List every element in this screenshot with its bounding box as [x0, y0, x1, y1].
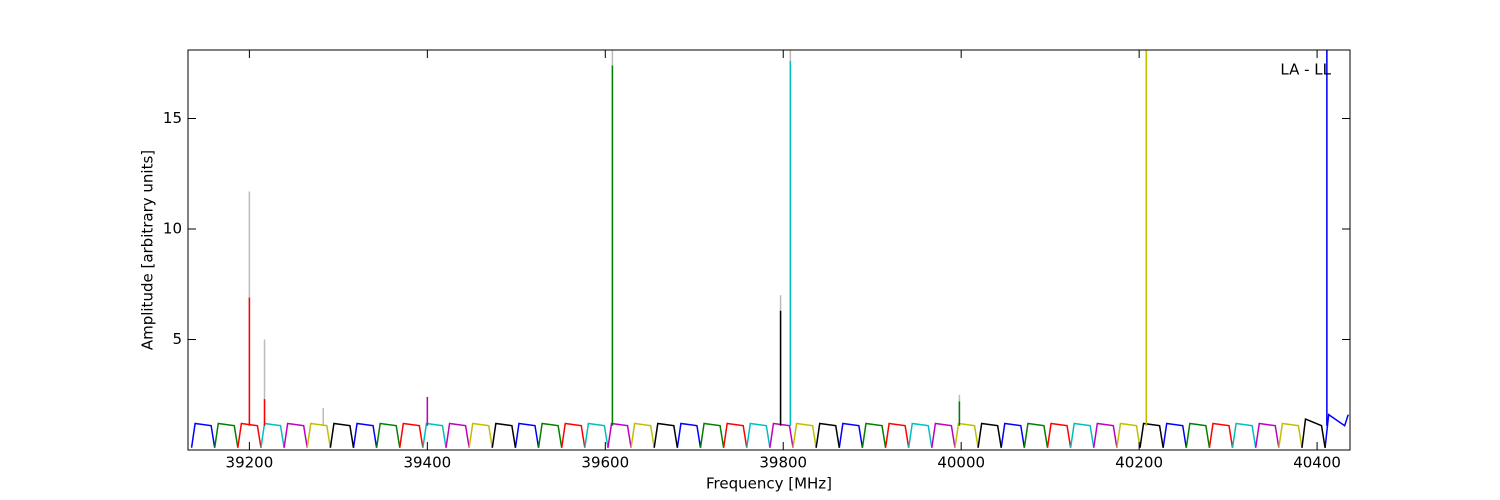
series-line	[190, 413, 1349, 448]
y-axis-label: Amplitude [arbitrary units]	[139, 150, 157, 350]
series-line	[611, 65, 961, 426]
plot-area	[190, 50, 1349, 448]
series-line	[306, 422, 1303, 448]
x-tick-label: 40000	[937, 454, 985, 472]
x-axis-label: Frequency [MHz]	[706, 475, 832, 493]
series-line	[329, 417, 1326, 448]
y-tick-label: 5	[172, 330, 182, 348]
axes-frame	[187, 49, 1351, 451]
series-line	[248, 297, 266, 426]
x-tick-label: 39200	[226, 454, 274, 472]
x-tick-label: 40200	[1115, 454, 1163, 472]
x-tick-label: 39600	[581, 454, 629, 472]
y-tick-label: 15	[163, 109, 182, 127]
x-tick-label: 39800	[759, 454, 807, 472]
x-tick-label: 39400	[403, 454, 451, 472]
x-tick-label: 40400	[1293, 454, 1341, 472]
annotation: LA - LL	[1280, 61, 1331, 79]
series-line	[213, 422, 1211, 448]
y-tick-label: 10	[163, 220, 182, 238]
series-line	[260, 422, 1257, 448]
series-line	[283, 422, 1280, 448]
